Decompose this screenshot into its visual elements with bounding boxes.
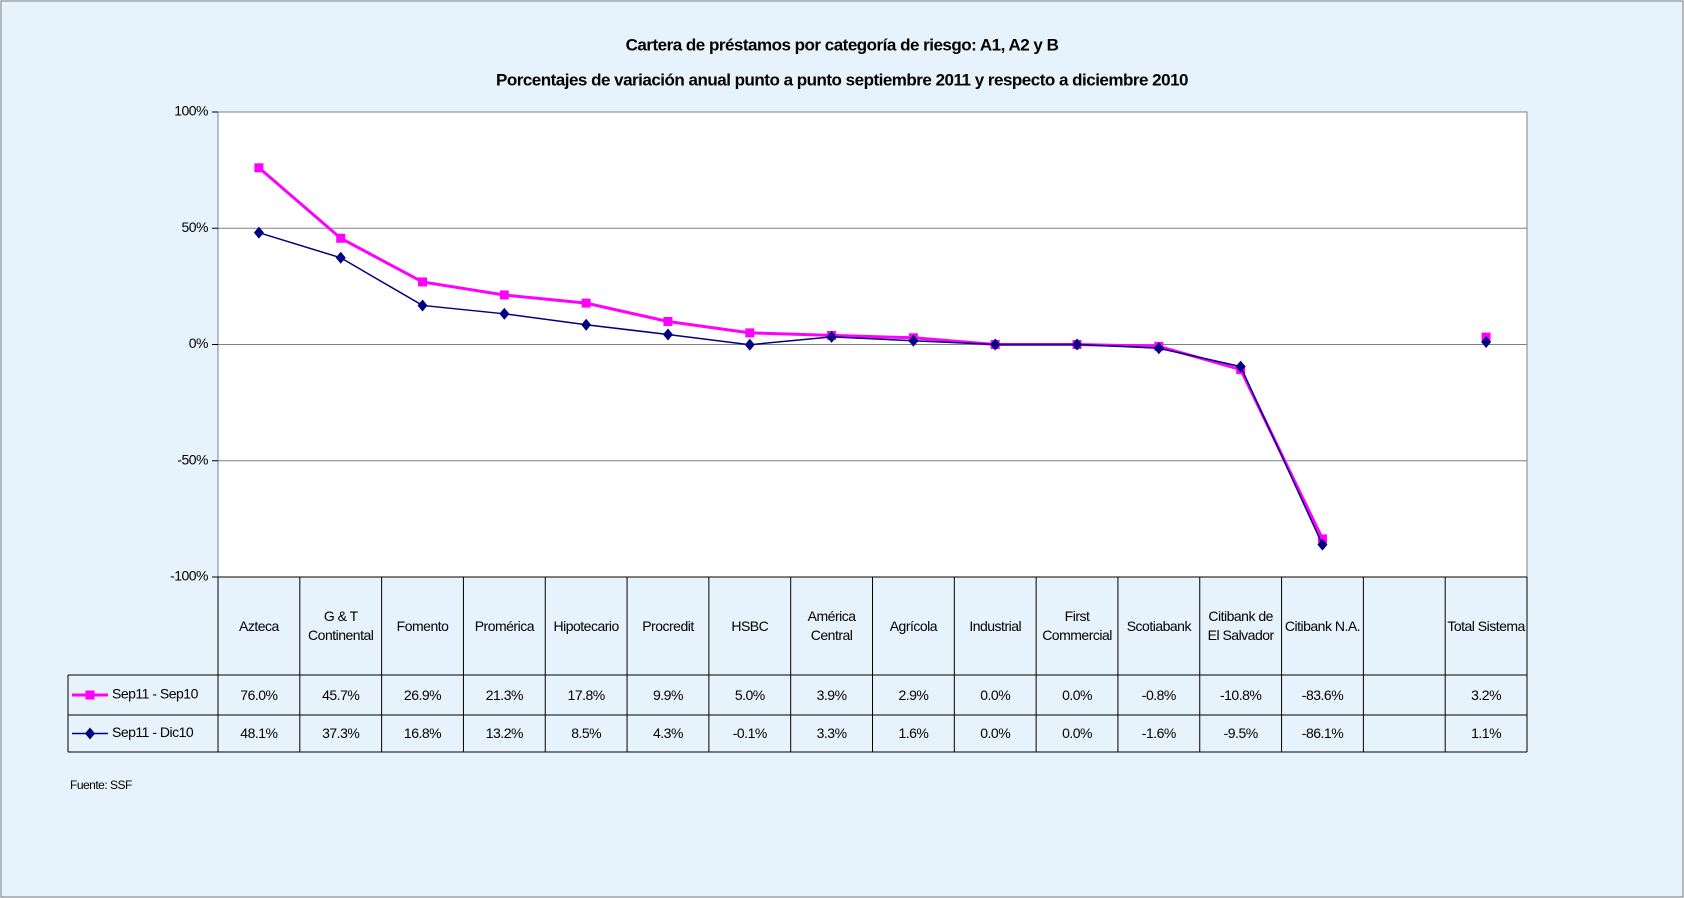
point: [253, 226, 264, 239]
data-label: 17.8%: [567, 686, 606, 703]
legend-marker: [85, 690, 95, 700]
point: [417, 299, 428, 312]
y-tick-label: -100%: [170, 568, 208, 584]
source-note: Fuente: SSF: [70, 778, 132, 792]
x-tick-label: Promérica: [474, 617, 535, 634]
x-tick-label: First Commercial: [1042, 608, 1112, 643]
chart-title: Cartera de préstamos por categoría de ri…: [626, 35, 1059, 54]
data-label: 13.2%: [485, 725, 524, 742]
data-label: -9.5%: [1223, 725, 1259, 742]
data-label: -1.6%: [1141, 725, 1177, 742]
x-tick-label: Azteca: [239, 617, 279, 634]
data-label: 45.7%: [322, 686, 360, 703]
x-tick-label: Agrícola: [889, 617, 938, 634]
point: [1153, 342, 1164, 355]
data-label: 3.9%: [816, 686, 847, 703]
legend-label: Sep11 - Dic10: [112, 724, 194, 740]
data-label: 5.0%: [734, 686, 765, 703]
data-label: 3.2%: [1471, 686, 1502, 703]
data-label: 0.0%: [1062, 725, 1092, 742]
x-tick-label: HSBC: [731, 617, 769, 634]
x-tick-label: Fomento: [396, 617, 449, 634]
data-label: 1.6%: [898, 725, 929, 742]
data-label: 37.3%: [322, 725, 360, 742]
x-tick-label: Total Sistema: [1447, 617, 1525, 634]
data-label: 2.9%: [898, 686, 929, 703]
data-label: 9.9%: [653, 686, 683, 703]
data-label: 0.0%: [1062, 686, 1092, 703]
point: [1235, 360, 1246, 373]
data-label: -0.8%: [1141, 686, 1177, 703]
point: [663, 316, 673, 326]
y-tick-label: 0%: [189, 335, 208, 351]
point: [990, 338, 1001, 351]
x-tick-label: Scotiabank: [1126, 617, 1192, 634]
legend-label: Sep11 - Sep10: [112, 686, 199, 702]
data-label: -83.6%: [1301, 686, 1344, 703]
data-label: 1.1%: [1471, 725, 1502, 742]
point: [581, 318, 592, 331]
legend-marker: [85, 727, 95, 740]
data-label: -86.1%: [1301, 725, 1344, 742]
data-label: 0.0%: [980, 725, 1011, 742]
data-label: 16.8%: [403, 725, 442, 742]
x-tick-label: G & T Continental: [308, 608, 374, 643]
data-label: 21.3%: [485, 686, 524, 703]
data-label: 26.9%: [403, 686, 442, 703]
data-label: 76.0%: [240, 686, 278, 703]
y-tick-label: 50%: [181, 219, 208, 235]
point: [908, 334, 919, 347]
point: [499, 290, 509, 300]
series-line: [258, 231, 1324, 545]
data-label: -0.1%: [732, 725, 768, 742]
series-line: [257, 166, 1324, 540]
point: [254, 163, 264, 173]
data-label: 3.3%: [816, 725, 847, 742]
data-label: 48.1%: [240, 725, 278, 742]
point: [745, 328, 755, 338]
point: [662, 328, 673, 341]
point: [581, 298, 591, 308]
y-tick-label: -50%: [177, 451, 208, 467]
data-label: 8.5%: [571, 725, 602, 742]
x-tick-label: Industrial: [969, 617, 1022, 634]
data-label: 4.3%: [653, 725, 683, 742]
point: [336, 233, 346, 243]
data-label: -10.8%: [1219, 686, 1262, 703]
point: [826, 330, 837, 343]
point: [499, 307, 510, 320]
y-tick-label: 100%: [174, 103, 208, 119]
point: [1317, 538, 1328, 551]
data-label: 0.0%: [980, 686, 1011, 703]
x-tick-label: Citibank de El Salvador: [1207, 608, 1275, 643]
x-tick-label: Citibank N.A.: [1284, 617, 1361, 634]
point: [744, 338, 755, 351]
chart-subtitle: Porcentajes de variación anual punto a p…: [496, 70, 1188, 89]
point: [418, 277, 428, 287]
point: [1072, 338, 1083, 351]
x-tick-label: América Central: [807, 608, 856, 643]
x-tick-label: Hipotecario: [553, 617, 619, 634]
point: [335, 251, 346, 264]
point: [1481, 335, 1492, 348]
x-tick-label: Procredit: [642, 617, 694, 634]
